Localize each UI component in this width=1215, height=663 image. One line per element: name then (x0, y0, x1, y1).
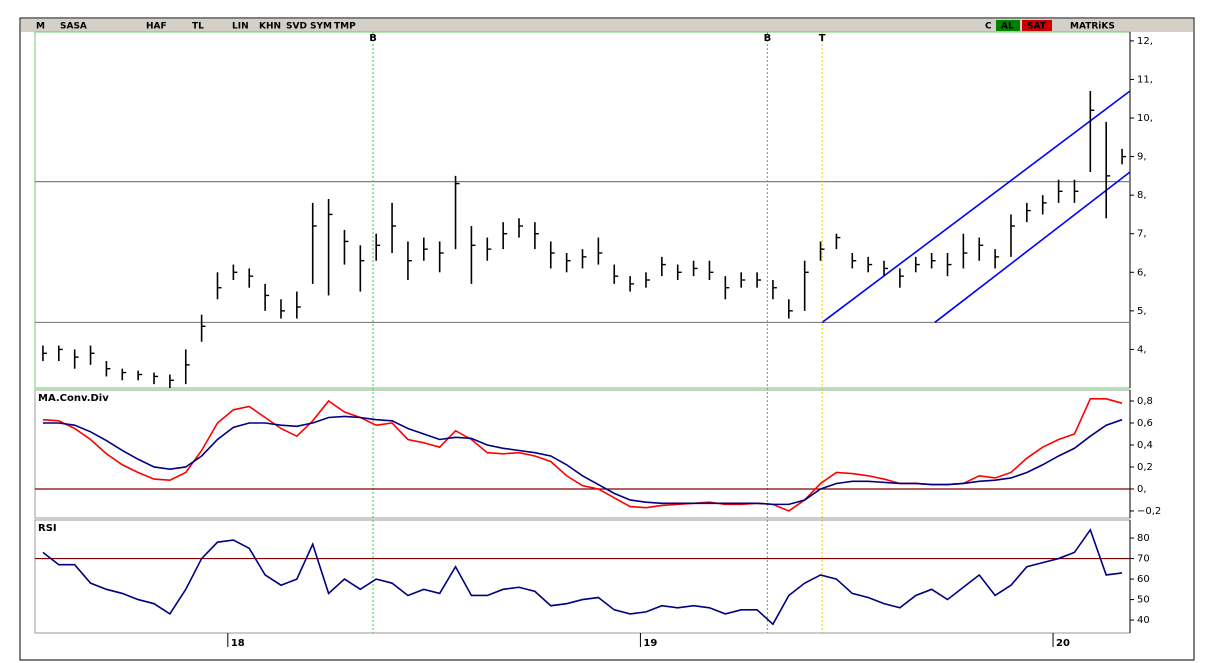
signal-label: B (369, 33, 377, 44)
button[interactable]: TMP (334, 22, 356, 32)
sell-button[interactable]: SAT (1027, 22, 1047, 32)
brand: MATRiKS (1070, 22, 1115, 32)
series-line (42, 415, 1123, 506)
x-tick-label: 18 (231, 638, 245, 649)
buy-button[interactable]: AL (1001, 22, 1014, 32)
signal-label: B (764, 33, 772, 44)
y-tick-label: 0, (1137, 484, 1147, 495)
trend-line (821, 90, 1131, 324)
y-tick-label: 12, (1137, 36, 1153, 47)
y-tick-label: 0,6 (1137, 418, 1153, 429)
toolbar (21, 19, 1193, 32)
button[interactable]: SYM (310, 22, 332, 32)
button[interactable]: LIN (232, 22, 249, 32)
x-tick-label: 20 (1056, 638, 1070, 649)
y-tick-label: 5, (1137, 306, 1147, 317)
frame (19, 17, 1195, 661)
y-tick-label: 7, (1137, 229, 1147, 240)
y-tick-label: 40 (1137, 615, 1150, 626)
button[interactable]: HAF (146, 22, 167, 32)
panel-title: MA.Conv.Div (38, 393, 109, 404)
y-tick-label: 8, (1137, 190, 1147, 201)
y-tick-label: 80 (1137, 533, 1150, 544)
buy-button-bg (996, 20, 1020, 31)
logo: M (36, 22, 45, 32)
y-tick-label: 6, (1137, 267, 1147, 278)
y-tick-label: −0,2 (1137, 506, 1161, 517)
button[interactable]: C (985, 22, 992, 32)
trend-line (934, 171, 1131, 324)
y-tick-label: 0,4 (1137, 440, 1153, 451)
series-line (42, 528, 1123, 626)
y-tick-label: 0,2 (1137, 462, 1153, 473)
symbol[interactable]: SASA (60, 22, 87, 32)
y-tick-label: 4, (1137, 344, 1147, 355)
y-tick-label: 70 (1137, 554, 1150, 565)
plot-area: 12, 11, 10, 9, 8, 7, 6, 5, 4, B B T 0,8 0,6 0,4 0,2 0, −0… (34, 31, 1161, 649)
sell-button-bg (1022, 20, 1052, 31)
y-tick-label: 0,8 (1137, 396, 1153, 407)
signal-label: T (819, 33, 826, 44)
panel-title: RSI (38, 523, 57, 534)
button[interactable]: TL (192, 22, 204, 32)
button[interactable]: SVD (286, 22, 307, 32)
x-tick-label: 19 (643, 638, 657, 649)
y-tick-label: 50 (1137, 595, 1150, 606)
y-tick-label: 10, (1137, 113, 1153, 124)
button[interactable]: KHN (259, 22, 281, 32)
y-tick-label: 9, (1137, 152, 1147, 163)
y-tick-label: 11, (1137, 74, 1153, 85)
y-tick-label: 60 (1137, 574, 1150, 585)
